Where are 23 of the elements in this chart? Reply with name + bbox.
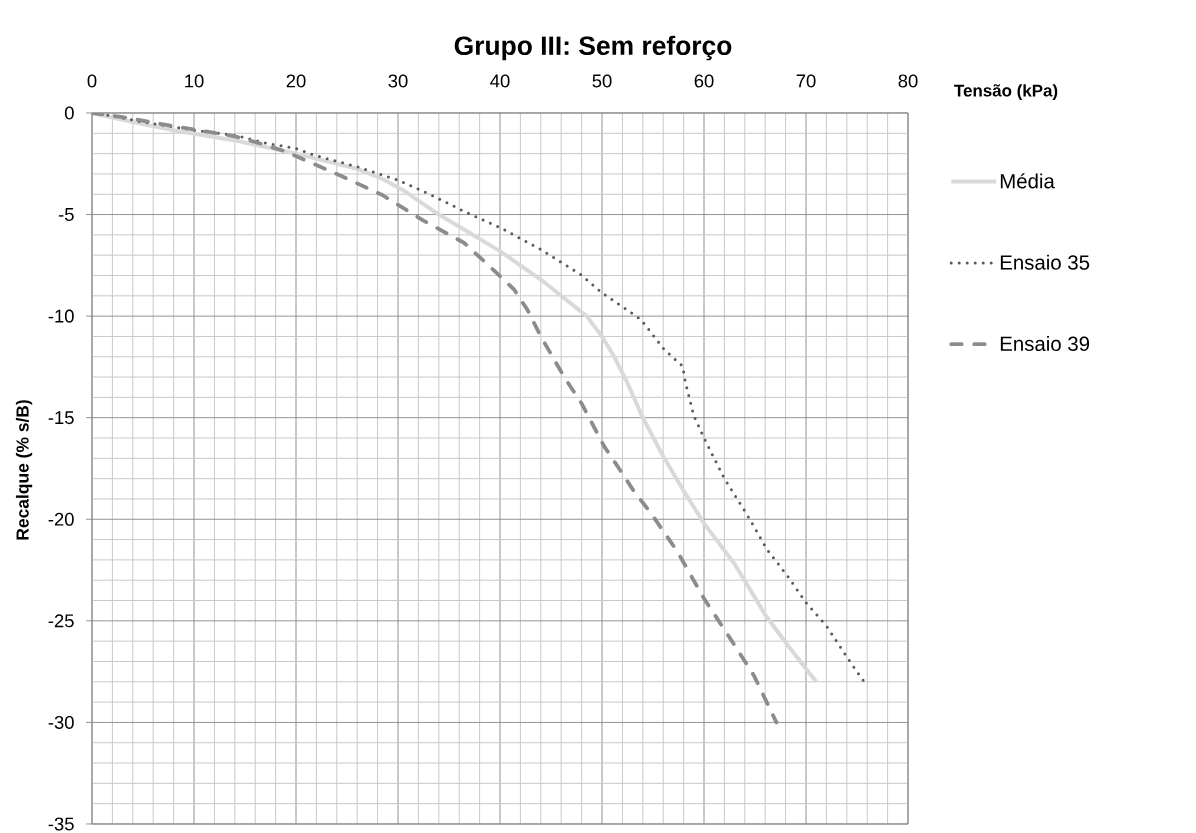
y-tick-label: -25	[48, 614, 74, 628]
legend-label: Ensaio 39	[1000, 336, 1090, 352]
y-axis-title: Recalque (% s/B)	[15, 400, 33, 540]
x-axis-title: Tensão (kPa)	[954, 84, 1058, 100]
x-tick-label: 60	[694, 74, 714, 88]
x-tick-label: 20	[286, 74, 306, 88]
y-tick-label: -20	[48, 512, 74, 526]
y-tick-label: -30	[48, 715, 74, 729]
x-tick-label: 80	[898, 74, 918, 88]
x-tick-label: 10	[185, 74, 204, 88]
legend-label: Ensaio 35	[1000, 254, 1090, 270]
x-tick-label: 70	[796, 74, 816, 88]
x-tick-label: 30	[388, 74, 408, 88]
y-tick-label: 0	[64, 106, 74, 120]
y-tick-label: -10	[48, 309, 74, 323]
y-tick-label: -5	[58, 208, 74, 221]
chart-title: Grupo III: Sem reforço	[454, 35, 732, 61]
x-tick-label: 40	[490, 74, 510, 88]
y-tick-label: -15	[48, 411, 74, 425]
x-tick-label: 50	[592, 74, 612, 88]
legend-label: Média	[1000, 173, 1055, 189]
y-tick-label: -35	[48, 817, 74, 831]
x-tick-label: 0	[87, 74, 97, 88]
